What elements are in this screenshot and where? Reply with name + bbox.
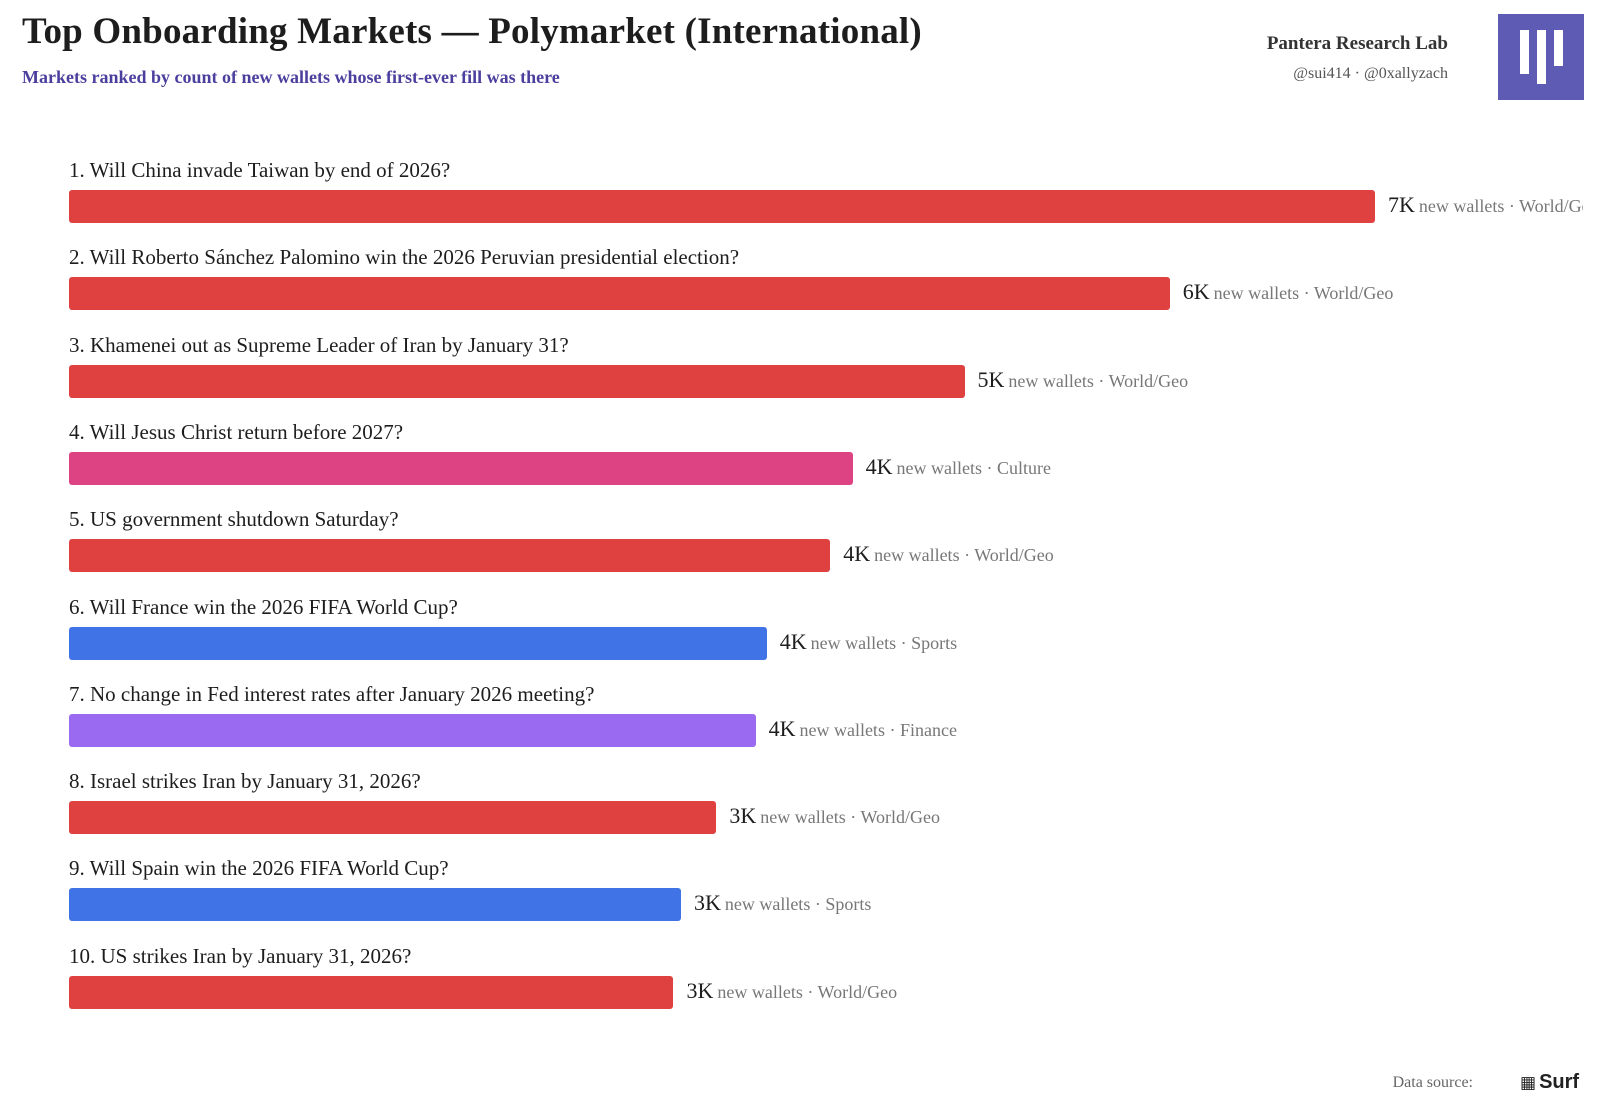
bar (69, 975, 674, 1009)
separator: · (981, 457, 997, 478)
separator: · (884, 719, 900, 740)
bar-value: 7K (1388, 192, 1415, 217)
bar-value-suffix: new wallets (1008, 370, 1094, 391)
bar-value-suffix: new wallets (724, 894, 811, 915)
bar (69, 190, 1375, 223)
bar-value-label: 4K new wallets · Finance (769, 716, 957, 742)
bar-value-label: 3K new wallets · Sports (694, 890, 871, 916)
bar-value: 3K (686, 977, 714, 1003)
chart-title: Top Onboarding Markets — Polymarket (Int… (22, 11, 922, 52)
bar-value-suffix: new wallets (896, 457, 982, 478)
bar-category-label: 4. Will Jesus Christ return before 2027? (69, 419, 404, 444)
bar-category-label: 1. Will China invade Taiwan by end of 20… (69, 158, 451, 182)
bar-value-label: 3K new wallets · World/Geo (686, 978, 897, 1004)
bar-category-group: Finance (899, 719, 957, 740)
bar-category-group: World/Geo (1108, 370, 1189, 391)
bar (69, 888, 681, 922)
data-source-label: Data source: (1392, 1074, 1473, 1091)
separator: · (1504, 196, 1520, 216)
bar-value-label: 6K new wallets · World/Geo (1183, 279, 1394, 305)
bar (69, 364, 965, 398)
chart-subtitle: Markets ranked by count of new wallets w… (22, 67, 560, 87)
bar-value-label: 7K new wallets · World/Geo (1388, 192, 1599, 218)
bar-category-group: World/Geo (860, 807, 940, 828)
separator: · (1299, 283, 1314, 304)
bar-value: 4K (768, 715, 796, 741)
bar-category-group: Culture (996, 457, 1051, 478)
bar-value-suffix: new wallets (874, 545, 960, 566)
separator: · (810, 894, 826, 915)
bar (69, 626, 767, 660)
bar (69, 277, 1170, 311)
bar-value-suffix: new wallets (1213, 283, 1300, 304)
bar-value: 3K (729, 803, 757, 829)
bar-category-label: 9. Will Spain win the 2026 FIFA World Cu… (69, 856, 449, 881)
bar (69, 451, 853, 485)
bar-category-group: World/Geo (974, 545, 1054, 566)
bar-category-label: 6. Will France win the 2026 FIFA World C… (69, 594, 458, 619)
bar-category-group: Sports (911, 632, 958, 653)
brand-name: Pantera Research Lab (1266, 33, 1448, 54)
bar-category-group: Sports (825, 894, 872, 915)
bar-value-label: 4K new wallets · Sports (780, 629, 957, 655)
bar-category-label: 2. Will Roberto Sánchez Palomino win the… (69, 245, 740, 270)
bar-value: 4K (779, 628, 807, 654)
surf-icon: ▦ (1520, 1073, 1537, 1092)
separator: · (802, 981, 818, 1002)
separator: · (959, 545, 975, 566)
bar-value-suffix: new wallets (1418, 196, 1505, 216)
data-source-name: Surf (1539, 1071, 1580, 1093)
bar-value-suffix: new wallets (810, 632, 897, 653)
bar-category-label: 8. Israel strikes Iran by January 31, 20… (69, 769, 421, 794)
bar-category-group: World/Geo (1313, 283, 1394, 304)
bar-value-suffix: new wallets (799, 719, 885, 740)
bar-value-label: 4K new wallets · Culture (866, 454, 1051, 480)
pantera-logo-icon (1498, 14, 1584, 100)
bar-category-label: 10. US strikes Iran by January 31, 2026? (69, 943, 412, 968)
bar-value-label: 4K new wallets · World/Geo (843, 541, 1054, 567)
bar-value: 5K (977, 366, 1005, 392)
bar-value: 4K (865, 453, 893, 479)
bar-category-group: World/Geo (1519, 196, 1599, 216)
separator: · (896, 632, 912, 653)
value-label-clip (1583, 190, 1600, 240)
bar-value-suffix: new wallets (760, 807, 846, 828)
data-source-logo: ▦ Surf (1520, 1071, 1579, 1094)
bar (69, 539, 831, 573)
brand-handles: @sui414 · @0xallyzach (1293, 65, 1448, 82)
bar (69, 801, 717, 835)
bar-value-label: 5K new wallets · World/Geo (978, 367, 1189, 393)
bar-category-label: 5. US government shutdown Saturday? (69, 507, 399, 532)
bar-category-label: 3. Khamenei out as Supreme Leader of Ira… (69, 332, 569, 357)
bar-category-group: World/Geo (817, 981, 898, 1002)
bar-value: 4K (843, 541, 871, 567)
separator: · (845, 807, 861, 828)
bar-value: 3K (693, 890, 721, 916)
bar (69, 713, 756, 747)
bar-category-label: 7. No change in Fed interest rates after… (69, 681, 595, 706)
bar-value: 6K (1182, 279, 1210, 305)
bar-value-suffix: new wallets (717, 981, 803, 1002)
separator: · (1093, 370, 1109, 391)
bar-value-label: 3K new wallets · World/Geo (729, 803, 940, 829)
